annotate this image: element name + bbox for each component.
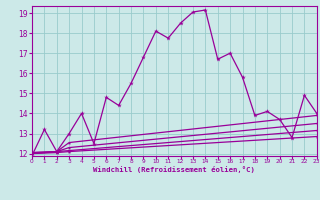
X-axis label: Windchill (Refroidissement éolien,°C): Windchill (Refroidissement éolien,°C) xyxy=(93,166,255,173)
